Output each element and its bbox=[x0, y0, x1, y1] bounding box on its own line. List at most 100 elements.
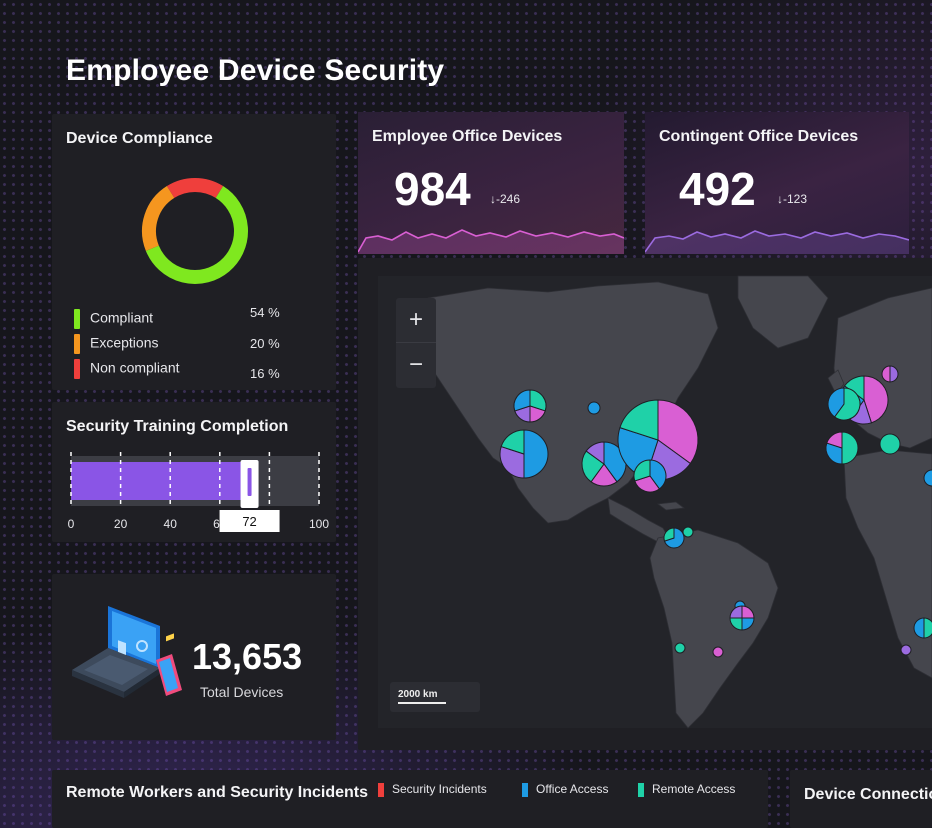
office-access-swatch bbox=[522, 782, 528, 797]
remote-workers-panel: Remote Workers and Security Incidents Se… bbox=[52, 770, 768, 828]
laptop-phone-icon bbox=[72, 606, 182, 698]
compliant-swatch bbox=[74, 309, 80, 329]
device-pie-marker[interactable] bbox=[881, 365, 899, 383]
device-pie-marker[interactable] bbox=[923, 469, 932, 487]
exceptions-segment[interactable] bbox=[142, 186, 175, 251]
pie-slice bbox=[657, 399, 699, 465]
device-pie-marker[interactable] bbox=[499, 429, 549, 479]
pie-slice bbox=[581, 450, 605, 483]
pie-slice bbox=[712, 646, 724, 658]
remote-workers-title: Remote Workers and Security Incidents bbox=[66, 784, 369, 801]
pie-slice bbox=[827, 387, 845, 418]
pie-slice bbox=[587, 401, 601, 415]
training-value-label-bg bbox=[219, 510, 280, 532]
device-pie-markers[interactable] bbox=[499, 365, 932, 658]
device-pie-marker[interactable] bbox=[682, 526, 694, 538]
employee-office-devices-delta: ↓-246 bbox=[490, 192, 521, 206]
zoom-out-button[interactable]: − bbox=[396, 342, 436, 386]
employee-office-devices-value: 984 bbox=[394, 163, 471, 215]
device-connections-panel: Device Connections bbox=[790, 770, 932, 828]
zoom-in-button[interactable]: + bbox=[408, 306, 423, 333]
non-compliant-segment[interactable] bbox=[166, 178, 224, 199]
map-scale-label: 2000 km bbox=[398, 689, 438, 700]
security-incidents-swatch bbox=[378, 782, 384, 797]
employee-office-devices-title: Employee Office Devices bbox=[372, 128, 563, 145]
training-tick-label: 100 bbox=[309, 517, 329, 531]
device-pie-marker[interactable] bbox=[633, 459, 667, 493]
pie-slice bbox=[879, 433, 901, 455]
legend-office-access[interactable]: Office Access bbox=[522, 782, 608, 797]
contingent-office-devices-title: Contingent Office Devices bbox=[659, 128, 859, 145]
training-tick-label: 20 bbox=[114, 517, 128, 531]
device-pie-marker[interactable] bbox=[729, 605, 755, 631]
device-pie-marker[interactable] bbox=[825, 431, 859, 465]
device-compliance-panel: Device Compliance Compliant 54 % Excepti… bbox=[52, 114, 336, 390]
pie-slice bbox=[529, 389, 547, 412]
page-title: Employee Device Security bbox=[66, 54, 445, 87]
pie-slice bbox=[649, 459, 667, 490]
device-pie-marker[interactable] bbox=[913, 617, 932, 639]
total-devices-value: 13,653 bbox=[192, 636, 303, 677]
pie-slice bbox=[513, 389, 531, 412]
employee-delta-value: -246 bbox=[496, 192, 521, 206]
contingent-delta-value: -123 bbox=[783, 192, 808, 206]
device-connections-title: Device Connections bbox=[804, 786, 932, 803]
pie-slice bbox=[843, 375, 865, 401]
employee-sparkline bbox=[358, 229, 624, 254]
device-pie-marker[interactable] bbox=[674, 642, 686, 654]
non-compliant-percent: 16 % bbox=[250, 366, 280, 381]
legend-office-access-label: Office Access bbox=[536, 782, 609, 796]
pie-slice bbox=[619, 399, 659, 441]
device-pie-marker[interactable] bbox=[712, 646, 724, 658]
legend-non-compliant: Non compliant bbox=[74, 359, 180, 379]
legend-exceptions: Exceptions bbox=[74, 334, 158, 354]
device-pie-marker[interactable] bbox=[900, 644, 912, 656]
pie-slice bbox=[634, 475, 661, 493]
pie-slice bbox=[863, 375, 889, 424]
exceptions-swatch bbox=[74, 334, 80, 354]
training-bullet-chart: 020406080100 72 bbox=[68, 452, 329, 532]
total-devices-label: Total Devices bbox=[200, 684, 284, 700]
pie-slice bbox=[674, 642, 686, 654]
zoom-controls: + − bbox=[396, 298, 436, 388]
pie-slice bbox=[881, 365, 891, 383]
world-map-panel[interactable]: + − 2000 km bbox=[358, 258, 932, 750]
contingent-office-devices-value: 492 bbox=[679, 163, 756, 215]
compliant-segment[interactable] bbox=[145, 186, 248, 284]
device-pie-marker[interactable] bbox=[513, 389, 547, 423]
legend-compliant-label: Compliant bbox=[90, 309, 154, 326]
device-pie-marker[interactable] bbox=[663, 527, 685, 549]
legend-compliant: Compliant bbox=[74, 309, 153, 329]
legend-security-incidents[interactable]: Security Incidents bbox=[378, 782, 487, 797]
legend-remote-access[interactable]: Remote Access bbox=[638, 782, 735, 797]
contingent-sparkline bbox=[645, 230, 909, 254]
pie-slice bbox=[841, 431, 859, 465]
training-tick-label: 40 bbox=[164, 517, 178, 531]
map-scale-bar bbox=[398, 702, 446, 704]
device-pie-marker[interactable] bbox=[587, 401, 601, 415]
device-pie-marker[interactable] bbox=[827, 387, 861, 421]
security-training-panel: Security Training Completion 02040608010… bbox=[52, 402, 336, 542]
remote-access-swatch bbox=[638, 782, 644, 797]
pie-slice bbox=[825, 442, 843, 465]
pie-slice bbox=[500, 429, 525, 455]
training-bar-fill bbox=[71, 462, 250, 500]
pie-slice bbox=[913, 617, 925, 639]
compliance-donut-chart bbox=[142, 178, 248, 284]
legend-remote-access-label: Remote Access bbox=[652, 782, 736, 796]
legend-security-incidents-label: Security Incidents bbox=[392, 782, 487, 796]
training-value-marker: 72 bbox=[219, 460, 280, 532]
pie-slice bbox=[833, 387, 861, 421]
legend-non-compliant-label: Non compliant bbox=[90, 359, 180, 376]
contingent-office-devices-card: Contingent Office Devices 492 ↓-123 bbox=[645, 112, 909, 254]
pie-slice bbox=[499, 445, 525, 479]
total-devices-panel: 13,653 Total Devices bbox=[52, 574, 336, 740]
world-map[interactable] bbox=[358, 258, 932, 750]
pie-slice bbox=[729, 605, 743, 619]
exceptions-percent: 20 % bbox=[250, 336, 280, 351]
pie-slice bbox=[633, 459, 651, 482]
legend-exceptions-label: Exceptions bbox=[90, 334, 159, 351]
map-scale: 2000 km bbox=[390, 682, 480, 712]
device-pie-marker[interactable] bbox=[879, 433, 901, 455]
contingent-office-devices-delta: ↓-123 bbox=[777, 192, 808, 206]
